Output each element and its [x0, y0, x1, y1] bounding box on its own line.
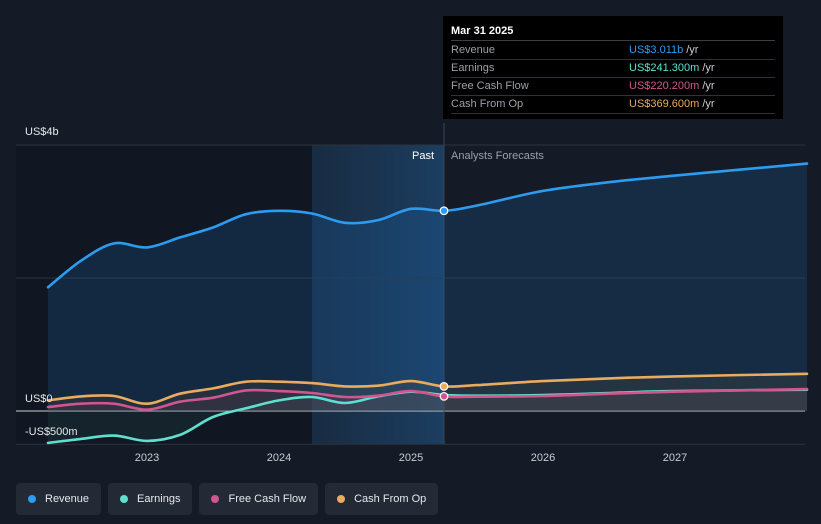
revenue-line: [46, 162, 809, 289]
x-tick-label: 2025: [398, 452, 424, 464]
legend-dot-icon: [337, 495, 346, 503]
past-background: [16, 145, 312, 445]
free-cash-flow-marker: [439, 391, 449, 401]
tooltip-row-label: Free Cash Flow: [451, 80, 529, 92]
legend-item-revenue[interactable]: Revenue: [16, 483, 102, 515]
legend-label: Revenue: [45, 493, 90, 505]
tooltip-row-value: US$220.200m: [629, 80, 700, 92]
legend-dot-icon: [120, 495, 129, 503]
tooltip-row-free-cash-flow: Free Cash Flow US$220.200m /yr: [451, 78, 775, 96]
revenue-marker: [439, 206, 449, 216]
tooltip-row-value: US$241.300m: [629, 62, 700, 74]
highlight-region: [312, 145, 444, 445]
tooltip-date: Mar 31 2025: [451, 23, 775, 41]
tooltip-row-label: Cash From Op: [451, 98, 524, 110]
tooltip-row-unit: /yr: [702, 98, 715, 110]
x-tick-label: 2024: [266, 452, 292, 464]
x-tick-label: 2026: [530, 452, 556, 464]
earnings-area: [48, 389, 807, 443]
tooltip-row-label: Revenue: [451, 44, 496, 56]
y-axis-top-label: US$4b: [25, 126, 59, 138]
legend-label: Earnings: [137, 493, 181, 505]
tooltip-row-unit: /yr: [702, 62, 715, 74]
tooltip-row-revenue: Revenue US$3.011b /yr: [451, 42, 775, 60]
revenue-area: [48, 163, 807, 411]
cash-from-op-line: [46, 372, 809, 406]
tooltip-row-value: US$369.600m: [629, 98, 700, 110]
tooltip-row-unit: /yr: [702, 80, 715, 92]
free-cash-flow-line: [46, 387, 809, 412]
tooltip-row-value: US$3.011b: [629, 44, 684, 56]
tooltip-row-earnings: Earnings US$241.300m /yr: [451, 60, 775, 78]
legend-item-earnings[interactable]: Earnings: [108, 483, 193, 515]
cash-from-op-marker: [439, 382, 449, 391]
tooltip-row-label: Earnings: [451, 62, 495, 74]
legend-item-cash-from-op[interactable]: Cash From Op: [325, 483, 439, 515]
x-tick-label: 2027: [662, 452, 688, 464]
y-axis-zero-label: US$0: [25, 393, 53, 405]
tooltip-row-cash-from-op: Cash From Op US$369.600m /yr: [451, 96, 775, 114]
legend-label: Cash From Op: [354, 493, 427, 505]
past-label: Past: [412, 150, 435, 162]
legend-label: Free Cash Flow: [228, 493, 307, 505]
legend-item-free-cash-flow[interactable]: Free Cash Flow: [199, 483, 319, 515]
legend-dot-icon: [28, 495, 36, 503]
forecast-label: Analysts Forecasts: [451, 150, 544, 162]
y-axis-bottom-label: -US$500m: [25, 426, 78, 438]
chart-legend: Revenue Earnings Free Cash Flow Cash Fro…: [16, 483, 439, 515]
legend-dot-icon: [211, 495, 220, 503]
data-tooltip: Mar 31 2025 Revenue US$3.011b /yr Earnin…: [443, 16, 783, 119]
tooltip-row-unit: /yr: [686, 44, 699, 56]
x-tick-label: 2023: [134, 452, 160, 464]
